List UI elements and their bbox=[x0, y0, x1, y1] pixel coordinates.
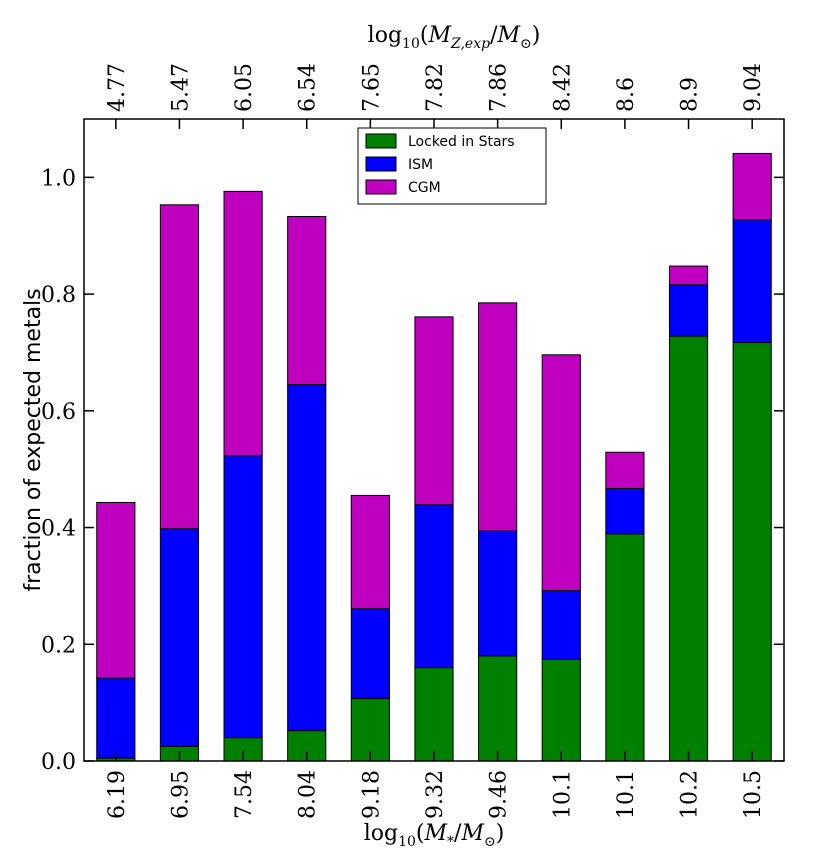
bar-cgm-9 bbox=[668, 265, 709, 286]
bar-locked-in-stars-5 bbox=[414, 667, 454, 762]
x-tick-label-top: 7.86 bbox=[487, 63, 512, 112]
bar-locked-in-stars-7 bbox=[541, 658, 581, 762]
y-tick-label: 0.6 bbox=[41, 400, 76, 425]
x-tick-label-top: 6.54 bbox=[296, 63, 321, 112]
legend-swatch-ism bbox=[365, 156, 397, 172]
bottom-axis-label: log10(M*/M⊙) bbox=[364, 821, 505, 850]
plot-frame bbox=[83, 118, 785, 762]
y-tick-label: 0.8 bbox=[41, 283, 76, 308]
bar-ism-5 bbox=[414, 504, 454, 669]
bars-group bbox=[96, 152, 772, 762]
bar-locked-in-stars-9 bbox=[668, 335, 709, 762]
x-tick-label-bottom: 9.46 bbox=[487, 770, 512, 819]
legend-swatch-locked-in-stars bbox=[365, 133, 397, 149]
bar-ism-7 bbox=[541, 590, 581, 660]
x-tick-label-top: 8.42 bbox=[550, 63, 575, 112]
tick-labels-group: 6.19 4.77 6.95 5.47 7.54 6.05 8.04 6.54 9.18 7.65… bbox=[41, 63, 766, 819]
y-tick-label: 0.4 bbox=[41, 517, 76, 542]
x-tick-label-top: 8.6 bbox=[614, 77, 639, 112]
x-tick-label-bottom: 7.54 bbox=[232, 770, 257, 819]
legend-swatch-cgm bbox=[365, 179, 397, 195]
x-tick-label-top: 5.47 bbox=[168, 63, 193, 112]
x-tick-label-bottom: 9.32 bbox=[423, 770, 448, 819]
x-tick-label-top: 8.9 bbox=[678, 77, 703, 112]
bar-ism-1 bbox=[159, 528, 200, 747]
bar-locked-in-stars-10 bbox=[732, 342, 772, 762]
bar-ism-9 bbox=[668, 284, 709, 337]
x-tick-label-bottom: 10.1 bbox=[550, 770, 575, 819]
legend: Locked in Stars ISM CGM bbox=[357, 127, 547, 205]
legend-label: CGM bbox=[408, 180, 441, 196]
y-tick-label: 1.0 bbox=[41, 166, 76, 191]
legend-label: ISM bbox=[408, 157, 433, 173]
bar-ism-3 bbox=[287, 384, 327, 732]
bar-cgm-4 bbox=[350, 494, 390, 610]
x-tick-label-bottom: 9.18 bbox=[359, 770, 384, 819]
x-tick-label-bottom: 10.1 bbox=[614, 770, 639, 819]
x-tick-label-bottom: 6.95 bbox=[168, 770, 193, 819]
bar-cgm-7 bbox=[541, 354, 581, 592]
legend-label: Locked in Stars bbox=[408, 134, 515, 150]
bar-ism-0 bbox=[96, 677, 136, 759]
bar-locked-in-stars-4 bbox=[350, 698, 390, 762]
x-tick-label-top: 9.04 bbox=[741, 63, 766, 112]
bar-cgm-1 bbox=[159, 204, 200, 530]
x-tick-label-top: 7.65 bbox=[359, 63, 384, 112]
bar-ism-10 bbox=[732, 219, 772, 344]
x-tick-label-bottom: 8.04 bbox=[296, 770, 321, 819]
bar-locked-in-stars-6 bbox=[478, 655, 518, 762]
x-tick-label-top: 7.82 bbox=[423, 63, 448, 112]
bar-ism-4 bbox=[350, 608, 390, 700]
bar-ism-8 bbox=[605, 487, 645, 535]
x-tick-label-bottom: 10.5 bbox=[741, 770, 766, 819]
bar-ism-2 bbox=[223, 455, 263, 739]
bar-cgm-6 bbox=[478, 302, 518, 532]
y-tick-label: 0.2 bbox=[41, 633, 76, 658]
bar-cgm-8 bbox=[605, 451, 645, 489]
top-axis-label: log10(MZ,exp/M⊙) bbox=[368, 23, 541, 52]
bar-locked-in-stars-8 bbox=[605, 533, 645, 762]
y-axis-label: fraction of expected metals bbox=[21, 288, 46, 591]
bar-cgm-2 bbox=[223, 190, 263, 457]
x-tick-label-bottom: 10.2 bbox=[678, 770, 703, 819]
bar-ism-6 bbox=[478, 530, 518, 657]
bar-cgm-0 bbox=[96, 501, 136, 679]
y-tick-label: 0.0 bbox=[41, 750, 76, 775]
bar-cgm-3 bbox=[287, 215, 327, 386]
x-tick-label-top: 6.05 bbox=[232, 63, 257, 112]
bar-cgm-10 bbox=[732, 152, 772, 221]
bar-cgm-5 bbox=[414, 316, 454, 506]
x-tick-label-bottom: 6.19 bbox=[105, 770, 130, 819]
x-tick-label-top: 4.77 bbox=[105, 63, 130, 112]
